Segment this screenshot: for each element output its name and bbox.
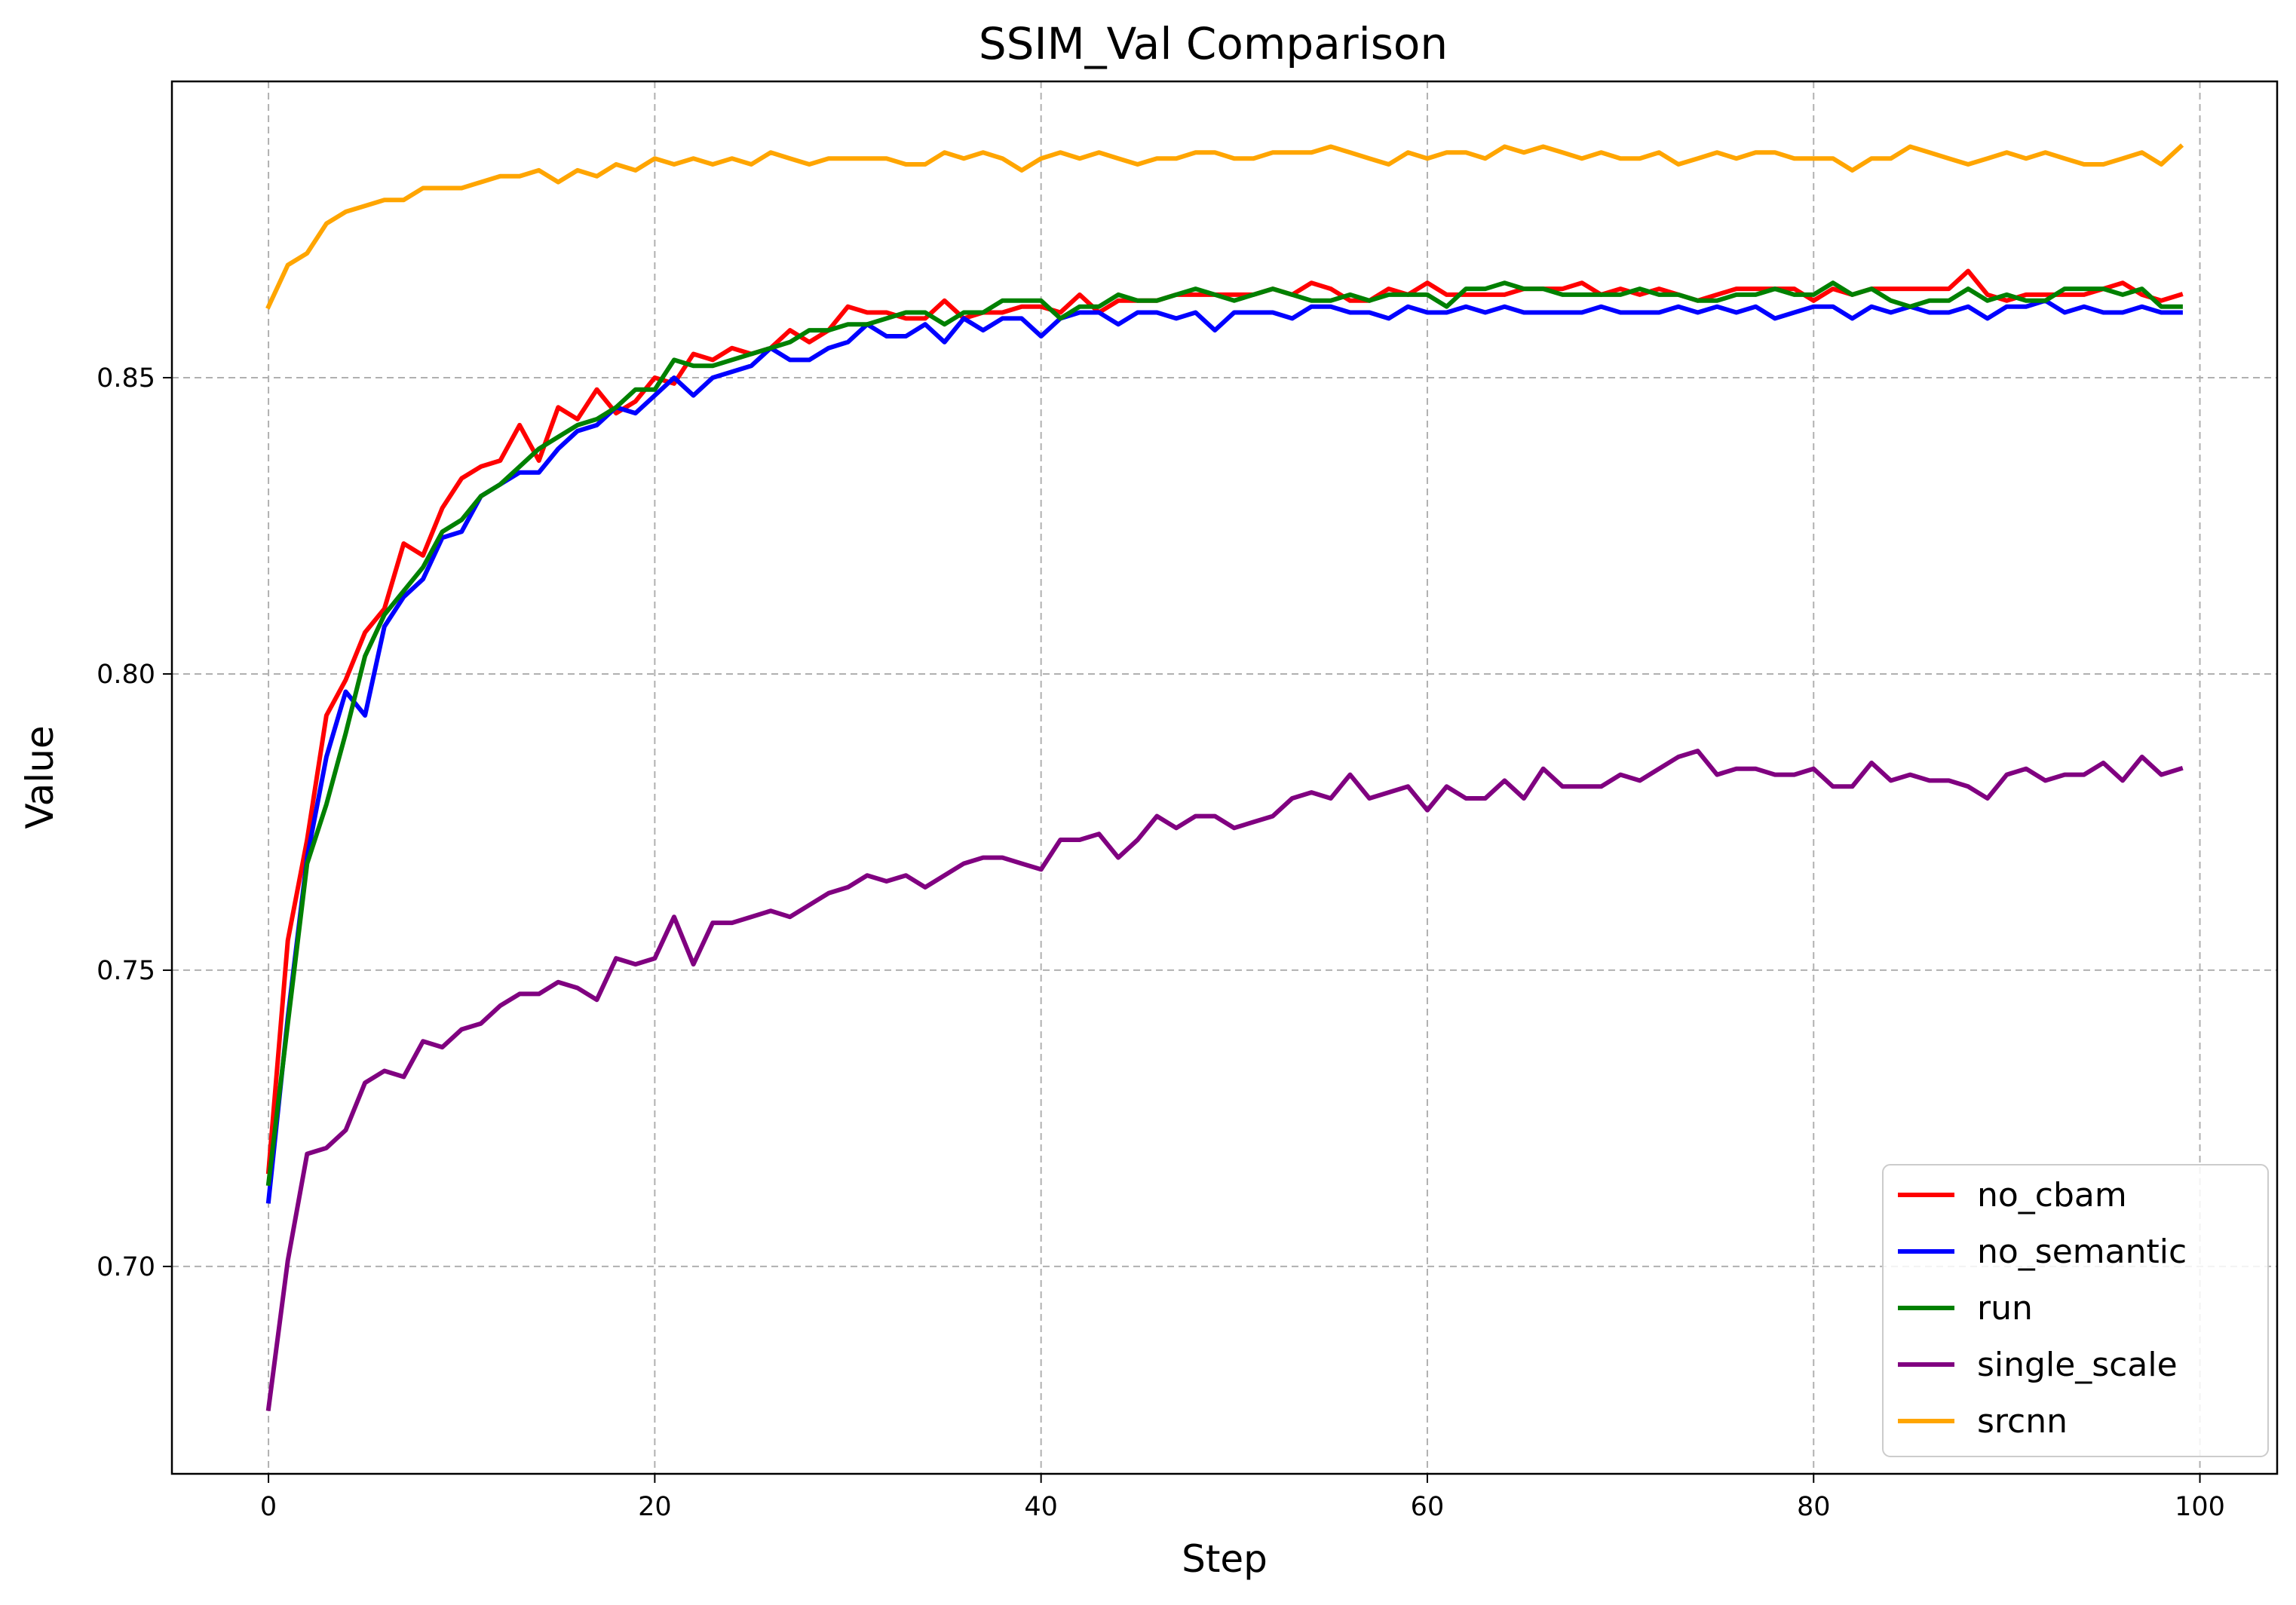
ticks: 0 20 40 60 80 100 0.70 0.75 0.80 0.85 <box>97 363 2225 1522</box>
y-axis-label: Value <box>18 725 62 829</box>
legend-label: run <box>1977 1289 2033 1328</box>
legend-box <box>1882 1164 2269 1457</box>
chart-title: SSIM_Val Comparison <box>979 18 1448 69</box>
x-tick-label: 20 <box>638 1492 672 1522</box>
legend-label: single_scale <box>1977 1346 2178 1384</box>
y-tick-label: 0.70 <box>97 1252 155 1282</box>
y-tick-label: 0.85 <box>97 363 155 394</box>
series-layer <box>265 143 2184 1411</box>
legend-label: no_cbam <box>1977 1176 2127 1214</box>
y-tick-label: 0.80 <box>97 660 155 690</box>
x-tick-label: 0 <box>260 1492 277 1522</box>
legend-label: srcnn <box>1977 1402 2068 1441</box>
legend-label: no_semantic <box>1977 1233 2187 1271</box>
series-line-srcnn <box>265 143 2184 310</box>
series-line-run <box>265 280 2183 1187</box>
x-axis-label: Step <box>1182 1537 1268 1581</box>
series-line-single-scale <box>265 749 2184 1411</box>
x-tick-label: 40 <box>1024 1492 1058 1522</box>
y-tick-label: 0.75 <box>97 956 155 986</box>
plot-frame <box>170 80 2279 1475</box>
x-tick-label: 100 <box>2175 1492 2225 1522</box>
series-line-no-semantic <box>265 298 2183 1204</box>
x-tick-label: 80 <box>1797 1492 1831 1522</box>
x-tick-label: 60 <box>1411 1492 1445 1522</box>
